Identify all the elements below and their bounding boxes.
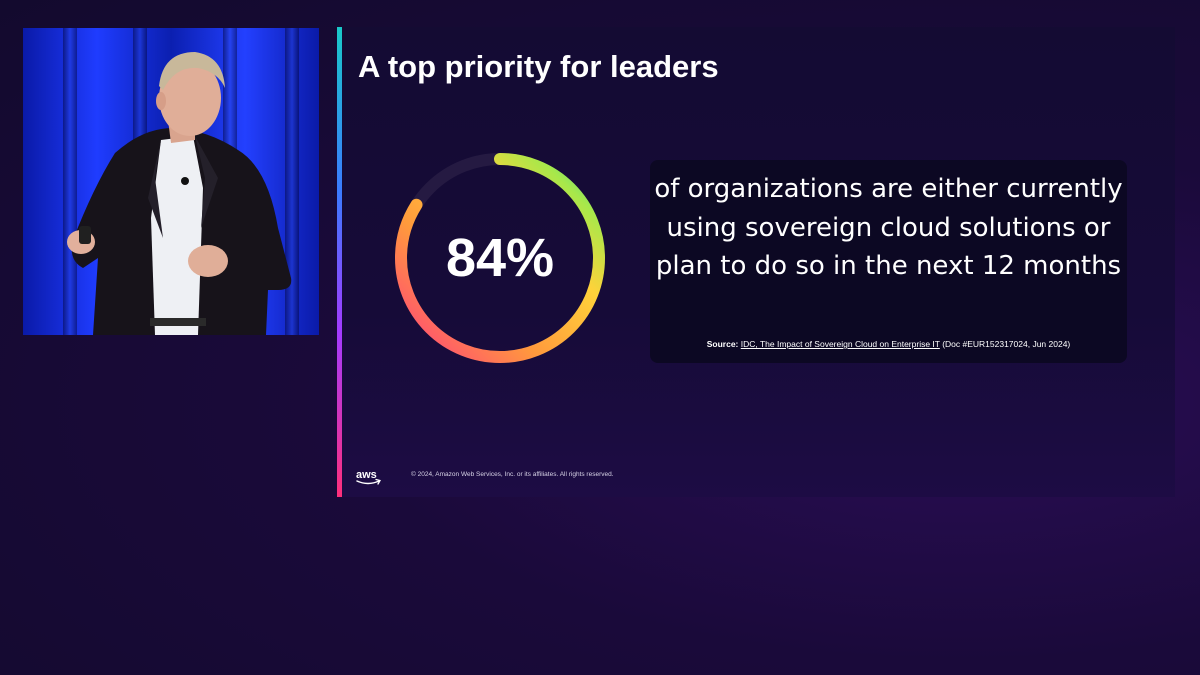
presentation-slide: A top priority for leaders 84% of organi… — [337, 27, 1175, 497]
progress-ring — [395, 153, 605, 363]
accent-bar — [337, 27, 342, 497]
source-suffix: (Doc #EUR152317024, Jun 2024) — [939, 339, 1071, 349]
curtain-fold — [285, 28, 299, 335]
speaker-figure — [67, 52, 292, 335]
source-citation: Source: IDC, The Impact of Sovereign Clo… — [650, 339, 1127, 349]
slide-title: A top priority for leaders — [358, 49, 719, 84]
source-prefix: Source: — [706, 339, 739, 349]
stat-card: of organizations are either currently us… — [650, 160, 1127, 363]
ring-fill — [395, 153, 605, 363]
aws-logo-text: aws — [356, 469, 377, 481]
stat-value: 84% — [445, 228, 555, 288]
copyright-notice: © 2024, Amazon Web Services, Inc. or its… — [411, 471, 614, 478]
aws-logo-icon: aws — [356, 469, 381, 485]
stat-description: of organizations are either currently us… — [654, 174, 1123, 281]
speaker-video — [23, 28, 319, 335]
source-link[interactable]: IDC, The Impact of Sovereign Cloud on En… — [740, 339, 940, 349]
